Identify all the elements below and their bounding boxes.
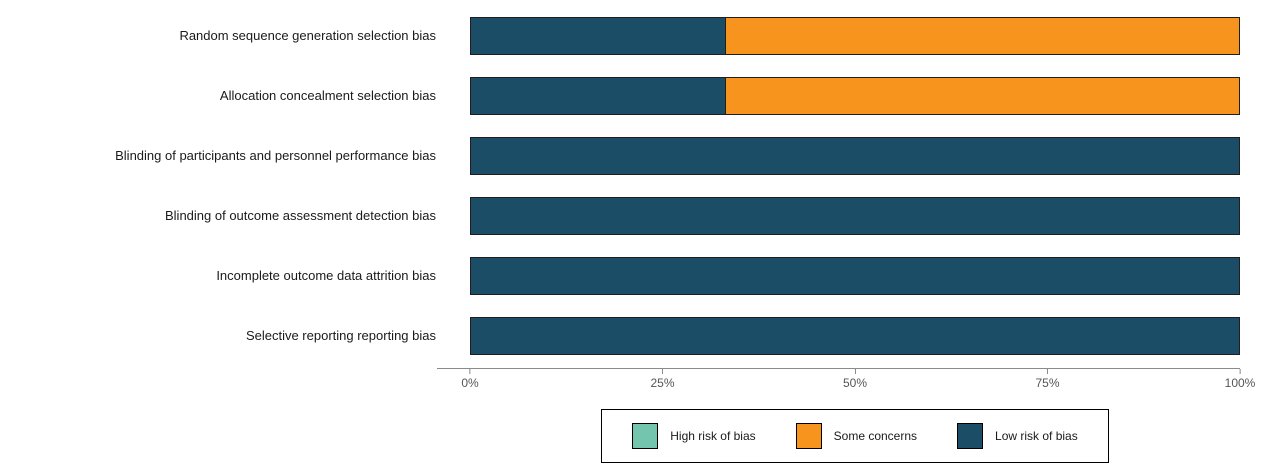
legend-swatch-some-concerns (795, 423, 822, 449)
category-label: Random sequence generation selection bia… (179, 27, 436, 43)
bar-segment-low-risk-of-bias (470, 137, 1240, 175)
legend: High risk of bias Some concerns Low risk o… (601, 409, 1109, 463)
category-label: Incomplete outcome data attrition bias (216, 267, 436, 283)
x-axis: 0% 25% 50% 75% 100% (437, 368, 1255, 393)
stacked-bar (470, 17, 1240, 55)
legend-label: Some concerns (833, 429, 918, 443)
x-axis-tick: 75% (1035, 369, 1060, 390)
category-label: Blinding of outcome assessment detection… (165, 207, 436, 223)
tick-mark (854, 369, 856, 374)
bar-segment-low-risk-of-bias (470, 257, 1240, 295)
stacked-bar (470, 137, 1240, 175)
category-label: Allocation concealment selection bias (219, 87, 436, 103)
bar-segment-some-concerns (726, 17, 1240, 55)
tick-label: 0% (461, 376, 479, 390)
tick-mark (1047, 369, 1048, 374)
tick-label: 100% (1224, 376, 1256, 390)
bar-segment-low-risk-of-bias (470, 77, 727, 115)
tick-mark (662, 369, 663, 374)
category-label: Blinding of participants and personnel p… (115, 147, 436, 163)
category-label: Selective reporting reporting bias (245, 327, 436, 343)
stacked-bar (470, 317, 1240, 355)
bar-segment-low-risk-of-bias (470, 17, 727, 55)
bar-area (470, 77, 1277, 115)
x-axis-tick: 0% (461, 369, 479, 390)
tick-mark (1239, 369, 1241, 374)
stacked-bar (470, 257, 1240, 295)
bar-area (470, 197, 1277, 235)
chart-row: Random sequence generation selection bia… (0, 6, 1277, 66)
chart-row: Incomplete outcome data attrition bias (0, 246, 1277, 306)
chart-row: Blinding of participants and personnel p… (0, 126, 1277, 186)
bar-segment-low-risk-of-bias (470, 317, 1240, 355)
tick-mark (469, 369, 471, 374)
stacked-bar (470, 197, 1240, 235)
bar-segment-low-risk-of-bias (470, 197, 1240, 235)
x-axis-tick: 100% (1224, 369, 1256, 390)
x-axis-tick: 50% (843, 369, 867, 390)
bar-area (470, 137, 1277, 175)
x-axis-ticks: 0% 25% 50% 75% 100% (461, 369, 1255, 393)
legend-swatch-high-risk-of-bias (632, 423, 659, 449)
x-axis-tick: 25% (650, 369, 675, 390)
legend-label: High risk of bias (670, 429, 756, 443)
chart-row: Selective reporting reporting bias (0, 306, 1277, 366)
bar-area (470, 17, 1277, 55)
tick-label: 25% (650, 376, 675, 390)
chart-row: Allocation concealment selection bias (0, 66, 1277, 126)
legend-item-some-concerns: Some concerns (795, 423, 918, 449)
chart-row: Blinding of outcome assessment detection… (0, 186, 1277, 246)
legend-item-high-risk-of-bias: High risk of bias (632, 423, 756, 449)
bar-segment-some-concerns (726, 77, 1240, 115)
stacked-bar (470, 77, 1240, 115)
legend-swatch-low-risk-of-bias (957, 423, 984, 449)
legend-label: Low risk of bias (995, 429, 1078, 443)
bar-area (470, 257, 1277, 295)
bar-area (470, 317, 1277, 355)
legend-container: High risk of bias Some concerns Low risk o… (470, 409, 1240, 463)
tick-label: 50% (842, 376, 868, 390)
legend-item-low-risk-of-bias: Low risk of bias (957, 423, 1078, 449)
x-axis-line (437, 368, 1240, 369)
tick-label: 75% (1035, 376, 1060, 390)
chart-rows: Random sequence generation selection bia… (0, 6, 1277, 366)
